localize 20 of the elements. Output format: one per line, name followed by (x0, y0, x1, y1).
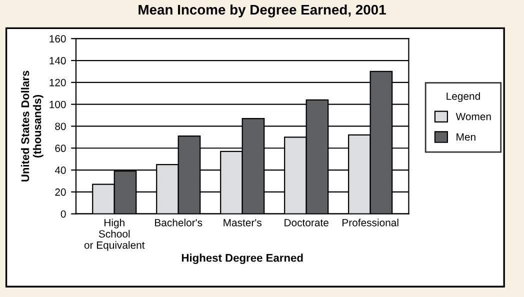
x-tick-label: Professional (342, 218, 398, 226)
legend-label: Women (456, 112, 491, 120)
x-tick-label: Master's (224, 219, 262, 226)
y-tick-label: 160 (50, 35, 66, 42)
y-axis-title: United States Dollars (thousands) (21, 70, 44, 182)
y-tick-label: 100 (50, 100, 66, 108)
y-tick-label: 80 (55, 122, 66, 130)
x-tick-label: Doctorate (284, 219, 328, 226)
y-tick-label: 140 (50, 57, 66, 64)
y-tick-label: 0 (60, 210, 66, 218)
x-axis-title: Highest Degree Earned (182, 254, 303, 264)
legend-label: Men (456, 133, 476, 141)
legend-title: Legend (446, 92, 480, 102)
y-tick-label: 60 (55, 144, 66, 152)
y-tick-label: 40 (54, 166, 66, 174)
y-tick-label: 20 (55, 188, 66, 196)
x-tick-label: High School or Equivalent (84, 218, 145, 251)
x-tick-label: Bachelor's (155, 218, 202, 226)
y-tick-label: 120 (50, 78, 66, 86)
chart-title: Mean Income by Degree Earned, 2001 (138, 4, 386, 18)
